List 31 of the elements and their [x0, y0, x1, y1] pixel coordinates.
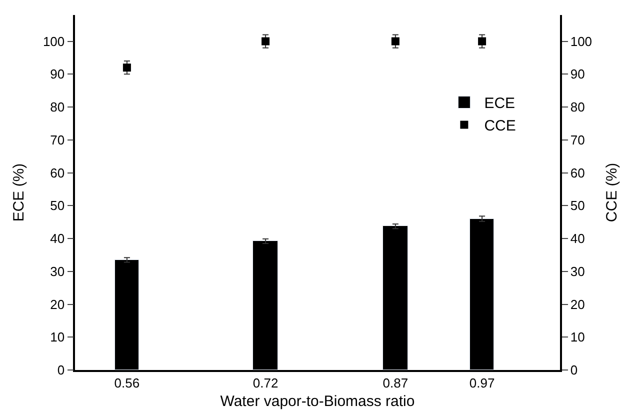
y2-tick-label: 20	[570, 296, 585, 312]
y2-tick-label: 70	[570, 132, 585, 148]
legend-label: ECE	[484, 95, 516, 112]
y-tick-label: 30	[50, 264, 65, 279]
y-tick-label: 0	[57, 362, 65, 378]
y2-axis-title: CCE (%)	[604, 162, 621, 222]
y2-tick-label: 10	[570, 330, 585, 345]
y-tick-label: 90	[50, 66, 65, 82]
y-tick-label: 100	[42, 34, 65, 49]
y-tick-label: 20	[50, 296, 65, 312]
x-tick-label: 0.97	[469, 375, 495, 390]
x-axis-title: Water vapor-to-Biomass ratio	[220, 392, 415, 410]
y-tick-label: 80	[50, 100, 65, 115]
y2-tick-label: 0	[570, 362, 578, 378]
y2-tick-label: 50	[570, 198, 585, 214]
x-tick-label: 0.72	[252, 375, 278, 390]
y-tick-label: 40	[50, 231, 65, 246]
y2-tick-label: 40	[570, 231, 585, 246]
y-tick-label: 50	[50, 198, 65, 214]
legend-label: CCE	[484, 118, 516, 135]
y-tick-label: 10	[50, 330, 65, 345]
y-tick-label: 60	[50, 165, 65, 180]
y2-tick-label: 90	[570, 66, 585, 82]
y2-tick-label: 30	[570, 264, 585, 279]
y-axis-title: ECE (%)	[10, 163, 28, 222]
y2-tick-label: 80	[570, 100, 585, 115]
y2-tick-label: 60	[570, 165, 585, 180]
x-tick-label: 0.56	[114, 375, 140, 390]
x-tick-label: 0.87	[382, 375, 408, 390]
y-tick-label: 70	[50, 132, 65, 148]
y2-tick-label: 100	[570, 34, 592, 49]
